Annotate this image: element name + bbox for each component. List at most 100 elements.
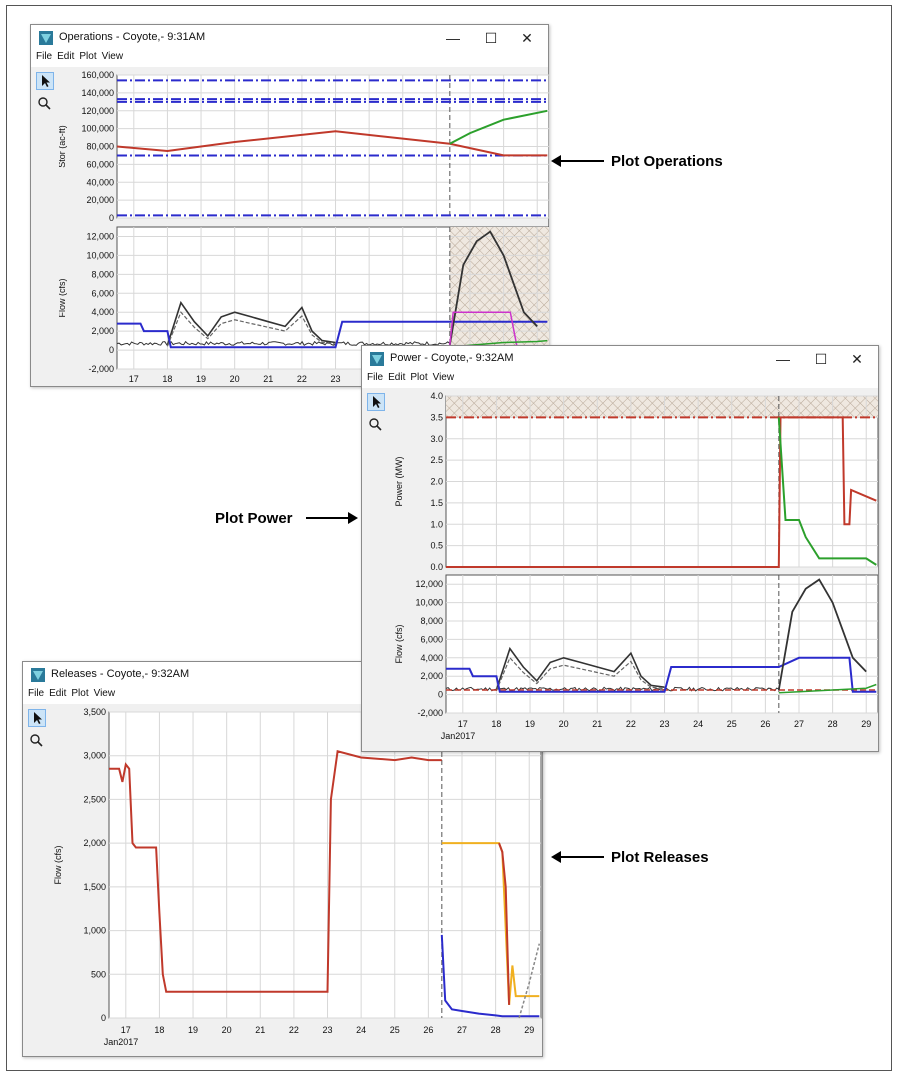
power-chart[interactable]: 4.0 3.5 3.0 2.5 2.0 1.5 1.0 0.5 0.0 Power (MW) 12,… bbox=[390, 388, 879, 751]
releases-window[interactable]: Releases - Coyote,- 9:32AM File Edit Plot V… bbox=[22, 661, 543, 1057]
y-tick-label: 160,000 bbox=[81, 70, 114, 80]
zoom-tool[interactable] bbox=[28, 732, 46, 750]
x-tick-label: 24 bbox=[693, 719, 703, 729]
y-tick-label: 2,000 bbox=[91, 326, 114, 336]
power-series-line bbox=[446, 416, 877, 568]
power-titlebar[interactable]: Power - Coyote,- 9:32AM — ☐ ✕ bbox=[362, 346, 878, 372]
y-tick-label: 1.0 bbox=[430, 519, 443, 529]
releases-plot-area[interactable]: 3,500 3,000 2,500 2,000 1,500 1,000 500 0 Flow (… bbox=[51, 704, 542, 1056]
y-tick-label: 0 bbox=[109, 213, 114, 223]
x-tick-label: 26 bbox=[760, 719, 770, 729]
menu-edit[interactable]: Edit bbox=[49, 688, 67, 699]
minimize-button[interactable]: — bbox=[776, 351, 790, 367]
y-tick-label: 60,000 bbox=[86, 159, 114, 169]
storage-forecast-line bbox=[449, 109, 548, 145]
menu-bar: File Edit Plot View bbox=[362, 372, 878, 388]
y-tick-label: 3,500 bbox=[83, 707, 106, 717]
inflow-alt-line bbox=[166, 311, 336, 347]
menu-file[interactable]: File bbox=[36, 51, 53, 62]
x-tick-label: 27 bbox=[794, 719, 804, 729]
magnifier-icon bbox=[38, 97, 51, 110]
y-tick-label: 4.0 bbox=[430, 391, 443, 401]
x-axis-month-label: Jan2017 bbox=[112, 386, 147, 387]
operations-window[interactable]: Operations - Coyote,- 9:31AM — ☐ ✕ File E… bbox=[30, 24, 550, 396]
y-axis-label: Power (MW) bbox=[394, 457, 404, 507]
operations-plot-area[interactable]: 160,000 140,000 120,000 100,000 80,000 60,000… bbox=[57, 67, 550, 396]
window-title: Operations - Coyote,- 9:31AM bbox=[59, 31, 206, 43]
inflow-noise-line bbox=[445, 686, 780, 692]
power-window[interactable]: Power - Coyote,- 9:32AM — ☐ ✕ File Edit Pl… bbox=[361, 345, 879, 752]
pointer-tool[interactable] bbox=[28, 709, 46, 727]
y-tick-label: 0 bbox=[109, 345, 114, 355]
y-tick-label: 2,500 bbox=[83, 794, 106, 804]
maximize-button[interactable]: ☐ bbox=[484, 30, 498, 46]
annotation-plot-power: Plot Power bbox=[215, 510, 293, 527]
y-axis-label: Stor (ac-ft) bbox=[59, 125, 67, 168]
menu-plot[interactable]: Plot bbox=[71, 688, 89, 699]
x-tick-label: 17 bbox=[121, 1025, 131, 1035]
y-tick-label: -2,000 bbox=[88, 364, 114, 374]
x-tick-label: 26 bbox=[423, 1025, 433, 1035]
menu-file[interactable]: File bbox=[28, 688, 45, 699]
menu-bar: File Edit Plot View bbox=[23, 688, 542, 704]
x-tick-label: 21 bbox=[255, 1025, 265, 1035]
x-tick-label: 21 bbox=[592, 719, 602, 729]
operations-chart[interactable]: 160,000 140,000 120,000 100,000 80,000 60,000… bbox=[57, 67, 550, 396]
window-title: Releases - Coyote,- 9:32AM bbox=[51, 668, 190, 680]
app-icon bbox=[31, 668, 45, 682]
y-tick-label: 8,000 bbox=[91, 269, 114, 279]
plot-background bbox=[108, 711, 542, 1019]
x-tick-label: 22 bbox=[626, 719, 636, 729]
x-axis-month-label: Jan2017 bbox=[441, 731, 476, 741]
outflow-series-line bbox=[446, 656, 877, 693]
menu-edit[interactable]: Edit bbox=[57, 51, 75, 62]
x-tick-label: 22 bbox=[289, 1025, 299, 1035]
close-button[interactable]: ✕ bbox=[521, 30, 533, 46]
x-tick-label: 24 bbox=[356, 1025, 366, 1035]
x-tick-label: 28 bbox=[828, 719, 838, 729]
y-tick-label: 1,500 bbox=[83, 882, 106, 892]
menu-file[interactable]: File bbox=[367, 372, 384, 383]
x-tick-label: 20 bbox=[230, 374, 240, 384]
magnifier-icon bbox=[30, 734, 43, 747]
menu-view[interactable]: View bbox=[432, 372, 455, 383]
storage-series-line bbox=[116, 130, 548, 157]
menu-plot[interactable]: Plot bbox=[410, 372, 428, 383]
pointer-tool[interactable] bbox=[36, 72, 54, 90]
pointer-tool[interactable] bbox=[367, 393, 385, 411]
menu-edit[interactable]: Edit bbox=[388, 372, 406, 383]
releases-chart[interactable]: 3,500 3,000 2,500 2,000 1,500 1,000 500 0 Flow (… bbox=[51, 704, 543, 1057]
menu-view[interactable]: View bbox=[101, 51, 124, 62]
y-tick-label: 12,000 bbox=[86, 231, 114, 241]
pointer-icon bbox=[373, 396, 381, 408]
y-tick-label: 3,000 bbox=[83, 751, 106, 761]
zoom-tool[interactable] bbox=[367, 416, 385, 434]
arrow-left-icon bbox=[551, 155, 604, 167]
y-tick-label: 1.5 bbox=[430, 498, 443, 508]
y-tick-label: 20,000 bbox=[86, 195, 114, 205]
y-tick-label: 140,000 bbox=[81, 88, 114, 98]
close-button[interactable]: ✕ bbox=[851, 351, 863, 367]
x-tick-label: 18 bbox=[162, 374, 172, 384]
inflow-series-line bbox=[495, 646, 665, 691]
inflow-series-line bbox=[166, 300, 336, 346]
y-tick-label: 2,000 bbox=[83, 838, 106, 848]
zoom-tool[interactable] bbox=[36, 95, 54, 113]
power-plot-area[interactable]: 4.0 3.5 3.0 2.5 2.0 1.5 1.0 0.5 0.0 Power (MW) 12,… bbox=[390, 388, 879, 751]
y-axis-label: Flow (cfs) bbox=[53, 846, 63, 885]
y-tick-label: 2,000 bbox=[420, 671, 443, 681]
x-tick-label: 17 bbox=[129, 374, 139, 384]
menu-plot[interactable]: Plot bbox=[79, 51, 97, 62]
minimize-button[interactable]: — bbox=[446, 30, 460, 46]
x-tick-label: 18 bbox=[154, 1025, 164, 1035]
x-tick-label: 23 bbox=[331, 374, 341, 384]
x-tick-label: 19 bbox=[188, 1025, 198, 1035]
outflow-series-line bbox=[117, 320, 548, 349]
tool-strip bbox=[31, 67, 59, 386]
operations-titlebar[interactable]: Operations - Coyote,- 9:31AM — ☐ ✕ bbox=[31, 25, 548, 51]
forecast-hatch-region bbox=[446, 396, 878, 417]
x-tick-label: 22 bbox=[297, 374, 307, 384]
maximize-button[interactable]: ☐ bbox=[814, 351, 828, 367]
menu-view[interactable]: View bbox=[93, 688, 116, 699]
tool-strip bbox=[362, 388, 390, 751]
